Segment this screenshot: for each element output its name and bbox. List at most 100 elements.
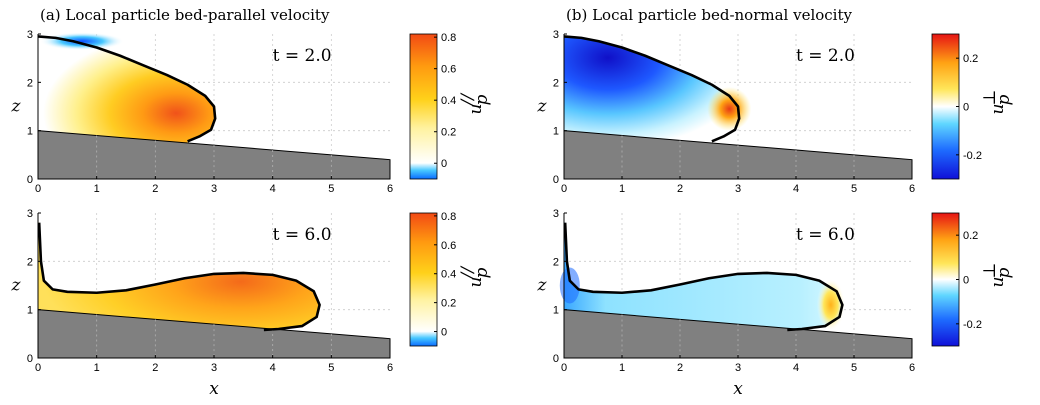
colorbar-tick-label: 0.4 — [441, 269, 456, 281]
x-tick-label: 5 — [328, 183, 334, 195]
x-tick-label: 6 — [909, 183, 915, 195]
y-tick-label: 1 — [553, 305, 559, 317]
y-tick-label: 1 — [27, 305, 33, 317]
x-tick-label: 4 — [793, 362, 799, 374]
current-outline — [563, 35, 741, 143]
x-tick-label: 1 — [619, 362, 625, 374]
colorbar-parallel-bottom: 0 0.2 0.4 0.6 0.8 up// — [409, 211, 492, 347]
y-tick-label: 3 — [553, 208, 559, 220]
x-tick-label: 6 — [909, 362, 915, 374]
panel-b-t2: 0 1 2 3 4 5 6 0 1 2 3 z t = 2.0 — [537, 29, 916, 195]
colorbar-label-sub: p — [472, 95, 492, 106]
x-axis-label: x — [733, 379, 743, 399]
time-label: t = 2.0 — [273, 46, 332, 66]
x-tick-label: 5 — [851, 183, 857, 195]
time-label: t = 2.0 — [796, 46, 855, 66]
colorbar-parallel-top: 0 0.2 0.4 0.6 0.8 up// — [409, 32, 492, 180]
x-tick-label: 0 — [35, 183, 41, 195]
colorbar-gradient — [409, 212, 438, 347]
y-tick-label: 0 — [27, 353, 33, 365]
colorbar-tick-label: 0.2 — [963, 230, 978, 242]
colorbar-tick-label: 0.4 — [441, 95, 456, 107]
front-upward-patch — [707, 86, 752, 131]
colorbar-tick-label: 0.2 — [441, 127, 456, 139]
colorbar-normal-bottom: -0.2 0 0.2 up⊥ — [931, 212, 1014, 347]
colorbar-label-sup: ⊥ — [980, 90, 1000, 106]
colorbar-label-base: u — [988, 104, 1008, 115]
x-tick-label: 5 — [328, 362, 334, 374]
current-field — [564, 36, 740, 143]
current-outline — [37, 35, 217, 143]
colorbar-tick-label: 0.8 — [441, 211, 456, 223]
colorbar-tick-label: -0.2 — [963, 319, 982, 331]
x-tick-label: 2 — [152, 362, 158, 374]
x-tick-label: 4 — [270, 183, 276, 195]
x-tick-label: 2 — [152, 183, 158, 195]
current-field — [38, 36, 216, 143]
colorbar-gradient — [931, 212, 960, 347]
y-tick-label: 1 — [27, 126, 33, 138]
colorbar-tick-label: 0 — [963, 275, 969, 287]
y-tick-label: 2 — [27, 77, 33, 89]
colorbar-tick-label: 0.2 — [441, 298, 456, 310]
time-label: t = 6.0 — [273, 225, 332, 245]
y-axis-label: z — [11, 276, 22, 296]
colorbar-tick-label: -0.2 — [963, 150, 982, 162]
panel-b-title: (b) Local particle bed-normal velocity — [566, 6, 853, 24]
x-tick-label: 6 — [387, 362, 393, 374]
x-tick-label: 3 — [735, 362, 741, 374]
y-tick-label: 0 — [27, 174, 33, 186]
y-tick-label: 0 — [553, 174, 559, 186]
colorbar-label-sub: p — [994, 95, 1014, 106]
y-tick-label: 3 — [27, 29, 33, 41]
colorbar-tick-label: 0 — [963, 102, 969, 114]
y-axis-label: z — [537, 276, 548, 296]
panel-a-t6: 0 1 2 3 4 5 6 0 1 2 3 z x t = 6.0 — [11, 208, 394, 399]
x-tick-label: 5 — [851, 362, 857, 374]
colorbar-tick-label: 0.6 — [441, 240, 456, 252]
panel-b-t6: 0 1 2 3 4 5 6 0 1 2 3 z x t = 6.0 — [537, 208, 916, 399]
colorbar-tick-label: 0.8 — [441, 32, 456, 44]
y-tick-label: 0 — [553, 353, 559, 365]
colorbar-label-sup: // — [458, 92, 478, 108]
x-tick-label: 0 — [561, 183, 567, 195]
y-tick-label: 3 — [27, 208, 33, 220]
current-field — [38, 222, 320, 330]
colorbar-label: up⊥ — [980, 263, 1014, 288]
x-tick-label: 0 — [561, 362, 567, 374]
y-axis-label: z — [11, 97, 22, 117]
colorbar-label: up⊥ — [980, 90, 1014, 115]
current-outline — [37, 222, 321, 332]
x-tick-label: 0 — [35, 362, 41, 374]
colorbar-label-sup: ⊥ — [980, 263, 1000, 279]
colorbar-label-sub: p — [994, 268, 1014, 279]
colorbar-label: up// — [458, 265, 492, 288]
colorbar-tick-label: 0.2 — [963, 53, 978, 65]
y-tick-label: 3 — [553, 29, 559, 41]
x-tick-label: 1 — [94, 183, 100, 195]
x-tick-label: 1 — [94, 362, 100, 374]
colorbar-label: up// — [458, 92, 492, 115]
colorbar-gradient — [931, 33, 960, 180]
y-tick-label: 2 — [553, 77, 559, 89]
panel-a-title: (a) Local particle bed-parallel velocity — [40, 6, 330, 24]
colorbar-label-sub: p — [472, 268, 492, 279]
x-tick-label: 4 — [270, 362, 276, 374]
colorbar-normal-top: -0.2 0 0.2 up⊥ — [931, 33, 1014, 180]
panel-a-t2: 0 1 2 3 4 5 6 0 1 2 3 z t = 2.0 — [11, 29, 394, 195]
y-tick-label: 2 — [27, 256, 33, 268]
y-axis-label: z — [537, 97, 548, 117]
x-tick-label: 4 — [793, 183, 799, 195]
x-tick-label: 6 — [387, 183, 393, 195]
time-label: t = 6.0 — [796, 225, 855, 245]
colorbar-tick-label: 0.6 — [441, 64, 456, 76]
lock-downward-patch — [559, 267, 580, 304]
colorbar-label-base: u — [466, 277, 486, 288]
colorbar-label-base: u — [466, 104, 486, 115]
y-tick-label: 1 — [553, 126, 559, 138]
colorbar-tick-label: 0 — [441, 327, 447, 339]
x-axis-label: x — [209, 379, 219, 399]
colorbar-tick-label: 0 — [441, 158, 447, 170]
y-tick-label: 2 — [553, 256, 559, 268]
